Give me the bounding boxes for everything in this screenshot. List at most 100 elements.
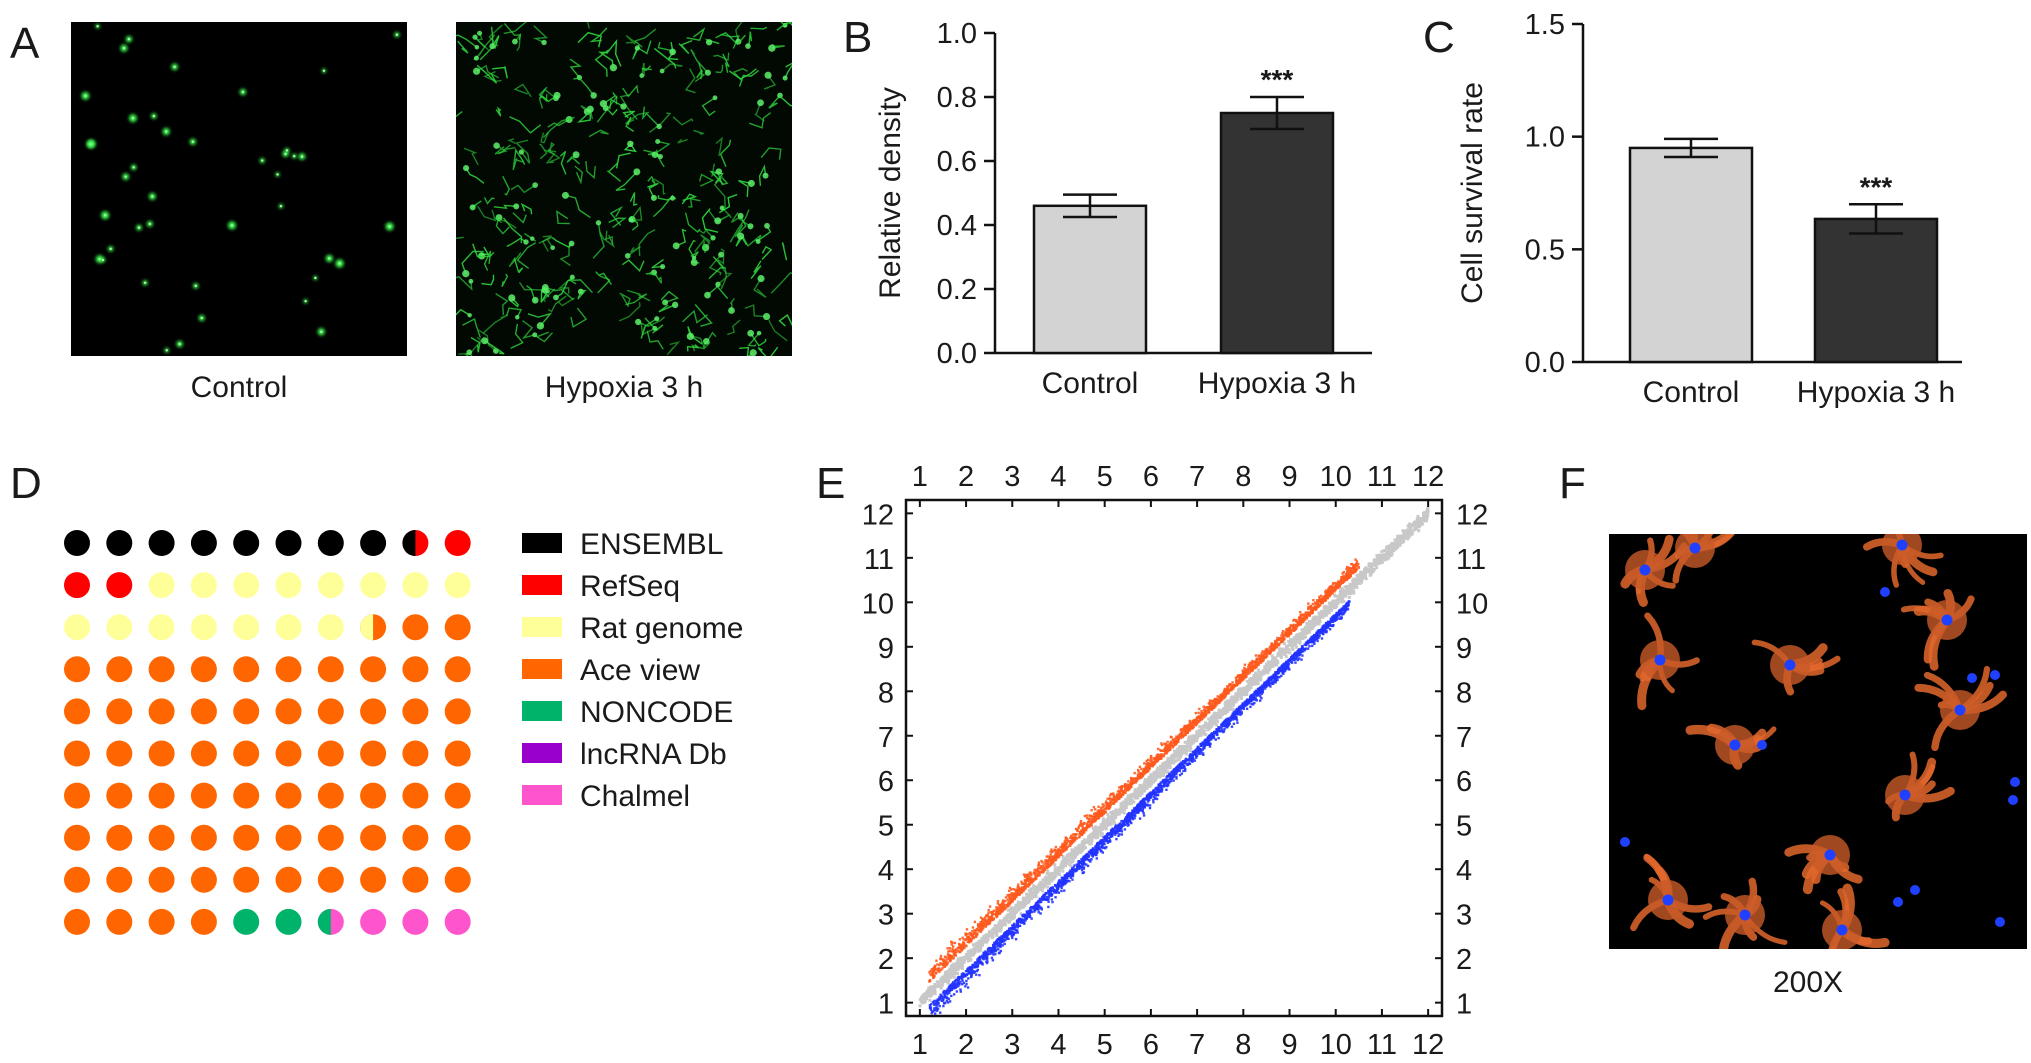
scatter-point-unchanged bbox=[1323, 604, 1327, 608]
scatter-point-unchanged bbox=[1327, 611, 1331, 615]
scatter-point-up bbox=[1243, 671, 1246, 675]
scatter-point-unchanged bbox=[1308, 627, 1312, 631]
scatter-point-unchanged bbox=[1082, 843, 1086, 847]
scatter-point-unchanged bbox=[1123, 802, 1127, 806]
fluorescent-cell-process bbox=[625, 116, 635, 132]
scatter-point-up bbox=[1124, 785, 1127, 789]
scatter-point-up bbox=[1169, 742, 1172, 745]
scatter-point-up bbox=[1198, 707, 1201, 711]
fluorescent-cell-process bbox=[694, 304, 713, 327]
legend-swatch bbox=[522, 785, 562, 805]
scatter-point-unchanged bbox=[1348, 586, 1352, 590]
waffle-dot bbox=[148, 824, 175, 851]
scatter-point-up bbox=[952, 951, 955, 954]
scatter-point-unchanged bbox=[1325, 607, 1329, 611]
scatter-point-up bbox=[954, 952, 957, 955]
scatter-point-up bbox=[1001, 899, 1005, 902]
scatter-point-up bbox=[1257, 663, 1260, 666]
scatter-point-up bbox=[973, 920, 977, 924]
scatter-point-unchanged bbox=[1202, 731, 1206, 735]
scatter-point-unchanged bbox=[1372, 559, 1376, 563]
scatter-point-unchanged bbox=[1294, 640, 1298, 644]
annotation-source-waffle-chart bbox=[64, 530, 471, 935]
scatter-point-unchanged bbox=[1149, 781, 1153, 785]
scatter-point-up bbox=[1044, 865, 1048, 868]
scatter-point-up bbox=[1136, 768, 1140, 772]
scatter-point-unchanged bbox=[1275, 663, 1279, 667]
scatter-point-up bbox=[1106, 797, 1109, 801]
scatter-point-unchanged bbox=[999, 927, 1003, 931]
fluorescent-cell-process bbox=[667, 41, 679, 61]
scatter-point-unchanged bbox=[1012, 915, 1016, 919]
scatter-point-unchanged bbox=[1152, 780, 1156, 784]
scatter-point-unchanged bbox=[1280, 647, 1284, 651]
scatter-point-up bbox=[1066, 837, 1069, 841]
scatter-point-unchanged bbox=[1111, 812, 1115, 816]
scatter-point-unchanged bbox=[1426, 507, 1430, 511]
scatter-point-unchanged bbox=[1206, 724, 1210, 728]
scatter-point-unchanged bbox=[952, 962, 956, 966]
scatter-point-unchanged bbox=[1245, 679, 1249, 683]
scatter-point-up bbox=[1295, 619, 1298, 623]
scatter-point-unchanged bbox=[1091, 826, 1095, 830]
c-significance-marker: *** bbox=[1860, 171, 1893, 202]
scatter-point-up bbox=[1119, 795, 1123, 799]
fluorescent-cell-body bbox=[686, 332, 695, 341]
scatter-point-up bbox=[1307, 606, 1310, 609]
scatter-point-unchanged bbox=[956, 964, 960, 968]
fluorescent-cell-process bbox=[573, 77, 595, 96]
scatter-point-unchanged bbox=[1107, 815, 1111, 819]
scatter-point-up bbox=[1071, 836, 1075, 839]
scatter-point-unchanged bbox=[1360, 574, 1364, 578]
waffle-dot bbox=[402, 740, 429, 767]
fluorescent-cell-body bbox=[553, 294, 559, 301]
waffle-dot bbox=[190, 656, 217, 683]
scatter-point-up bbox=[1191, 721, 1194, 725]
scatter-point-unchanged bbox=[1381, 554, 1385, 558]
fluorescent-dot-core bbox=[230, 224, 234, 227]
scatter-point-unchanged bbox=[935, 984, 939, 988]
scatter-point-up bbox=[1075, 837, 1078, 840]
scatter-point-up bbox=[1334, 588, 1337, 592]
scatter-point-unchanged bbox=[1273, 662, 1277, 666]
fluorescent-cell-process bbox=[739, 346, 754, 356]
fluorescent-cell-process bbox=[763, 74, 777, 90]
waffle-dot bbox=[360, 824, 387, 851]
scatter-point-unchanged bbox=[1256, 668, 1260, 672]
fluorescent-cell-process bbox=[687, 326, 703, 345]
scatter-point-unchanged bbox=[1222, 708, 1226, 712]
scatter-point-unchanged bbox=[1352, 577, 1356, 581]
scatter-point-unchanged bbox=[1224, 700, 1228, 704]
scatter-point-unchanged bbox=[1311, 617, 1315, 621]
scatter-point-unchanged bbox=[1384, 557, 1388, 561]
scatter-point-up bbox=[1304, 611, 1307, 614]
scatter-point-unchanged bbox=[1054, 872, 1058, 876]
scatter-point-unchanged bbox=[1352, 591, 1356, 595]
fluorescent-dot-core bbox=[300, 155, 304, 158]
fluorescent-cell-body bbox=[532, 332, 538, 338]
scatter-point-up bbox=[1045, 855, 1048, 858]
fluorescent-cell-body bbox=[523, 239, 529, 245]
fluorescent-cell-process bbox=[653, 47, 677, 69]
scatter-point-unchanged bbox=[1359, 580, 1363, 584]
fluorescent-cell-process bbox=[577, 31, 603, 48]
scatter-point-unchanged bbox=[1352, 584, 1356, 588]
control-fluorescent-dots bbox=[81, 24, 400, 353]
scatter-point-unchanged bbox=[1032, 889, 1036, 893]
scatter-point-unchanged bbox=[1423, 519, 1427, 523]
scatter-point-up bbox=[1093, 808, 1097, 811]
fluorescent-cell-process bbox=[728, 68, 757, 80]
scatter-point-unchanged bbox=[1425, 512, 1429, 516]
scatter-point-up bbox=[1221, 692, 1224, 695]
scatter-point-up bbox=[1117, 797, 1120, 801]
waffle-dot bbox=[360, 782, 387, 809]
fluorescent-cell-process bbox=[696, 69, 704, 80]
fluorescent-cell-process bbox=[456, 110, 463, 118]
scatter-point-unchanged bbox=[1186, 740, 1190, 744]
scatter-point-up bbox=[1118, 786, 1121, 789]
fluorescent-cell-body bbox=[747, 329, 755, 337]
scatter-point-unchanged bbox=[1320, 609, 1324, 613]
scatter-point-unchanged bbox=[1352, 589, 1356, 593]
fluorescent-cell-process bbox=[483, 250, 492, 271]
b-y-tick-label: 0.8 bbox=[937, 82, 977, 114]
